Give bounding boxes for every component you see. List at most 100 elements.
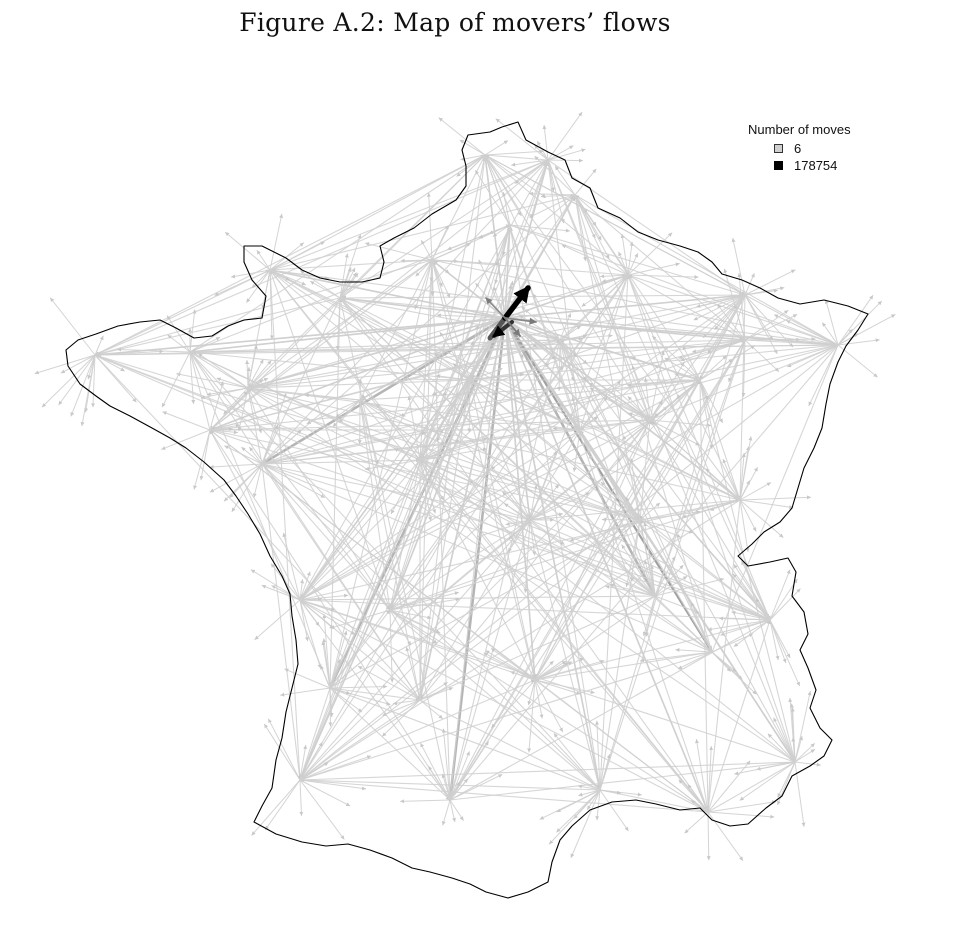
flow-lines (34, 111, 896, 861)
flow-line (627, 262, 680, 276)
flow-line (837, 344, 878, 378)
flow-line (739, 499, 750, 552)
flow-line (639, 519, 682, 538)
flow-line (605, 584, 656, 597)
flow-line (484, 149, 544, 156)
flow-line (534, 679, 544, 719)
flow-line (529, 450, 557, 521)
flow-line (706, 811, 711, 861)
flow-line (559, 339, 564, 372)
flow-line (299, 687, 331, 781)
flow-line (629, 458, 641, 521)
flow-line (707, 746, 714, 813)
flow-line (94, 354, 137, 403)
flow-line (559, 336, 583, 341)
flow-line (460, 154, 486, 161)
flow-line (741, 339, 746, 397)
flow-line (299, 317, 506, 601)
flow-line (419, 459, 437, 514)
flow-line (224, 231, 271, 271)
flow-line (254, 599, 301, 641)
flow-line (389, 609, 709, 813)
flow-line (469, 379, 531, 521)
flow-line (209, 463, 263, 469)
flow-line (474, 170, 511, 226)
flow-line (625, 496, 641, 521)
flow-line (359, 399, 406, 417)
flow-line (332, 399, 361, 427)
flow-line (719, 616, 771, 621)
flow-line (389, 609, 438, 644)
flow-line (699, 379, 724, 424)
flow-line (744, 339, 839, 346)
flow-line (261, 463, 531, 522)
flow-line (678, 779, 709, 813)
flow-line (469, 379, 741, 501)
flow-line (359, 399, 641, 521)
flow-line (707, 499, 741, 813)
flow-line (627, 274, 741, 501)
flow-line (249, 446, 263, 465)
flow-line (599, 789, 629, 832)
flow-line (209, 378, 264, 431)
flow-line (209, 429, 238, 435)
flow-line (549, 194, 576, 240)
flow-line (299, 459, 421, 601)
flow-line (299, 742, 323, 781)
flow-line (469, 379, 497, 396)
flow-line (299, 761, 796, 781)
flow-line (49, 297, 96, 356)
flow-line (329, 297, 341, 689)
flow-line (696, 294, 746, 308)
flow-line (247, 338, 561, 389)
flow-line (436, 379, 471, 442)
flow-line (269, 269, 741, 501)
flow-line (269, 154, 486, 271)
flow-line (359, 259, 433, 401)
flow-line (707, 800, 777, 813)
flow-line (299, 599, 336, 611)
flow-line (574, 194, 839, 346)
flow-line (744, 294, 794, 348)
flow-line (483, 652, 536, 681)
flow-line (739, 499, 794, 510)
flow-line (405, 646, 421, 701)
flow-line (639, 499, 741, 521)
flow-line (651, 379, 701, 426)
flow-line (299, 593, 349, 601)
flow-line (621, 419, 651, 440)
flow-line (431, 379, 471, 396)
flow-line (247, 294, 746, 389)
flow-line (617, 419, 651, 463)
flow-line (299, 779, 351, 807)
flow-line (791, 737, 796, 763)
flow-line (579, 429, 796, 763)
flow-line (654, 577, 725, 597)
flow-line (299, 499, 741, 781)
flow-line (34, 354, 96, 375)
flow-line (269, 269, 709, 813)
flow-line (299, 779, 304, 816)
flow-line (484, 154, 549, 161)
flow-line (419, 441, 445, 461)
flow-line (824, 299, 839, 346)
flow-line (299, 762, 329, 781)
flow-line (731, 237, 746, 296)
flow-line (339, 294, 746, 299)
flow-line (491, 679, 536, 729)
flow-line (419, 459, 713, 653)
flow-line (639, 519, 656, 597)
flow-line (246, 366, 251, 389)
legend-item-min: 6 (774, 140, 851, 157)
flow-line (618, 251, 629, 276)
flow-line (639, 651, 713, 663)
flow-line (419, 439, 460, 461)
flow-line (529, 484, 538, 521)
flow-line (339, 297, 506, 320)
flow-line (247, 377, 269, 389)
flow-line (189, 336, 221, 353)
flow-line (469, 379, 536, 681)
flow-line (209, 429, 771, 621)
flow-line (484, 154, 629, 276)
flow-line (269, 242, 305, 271)
